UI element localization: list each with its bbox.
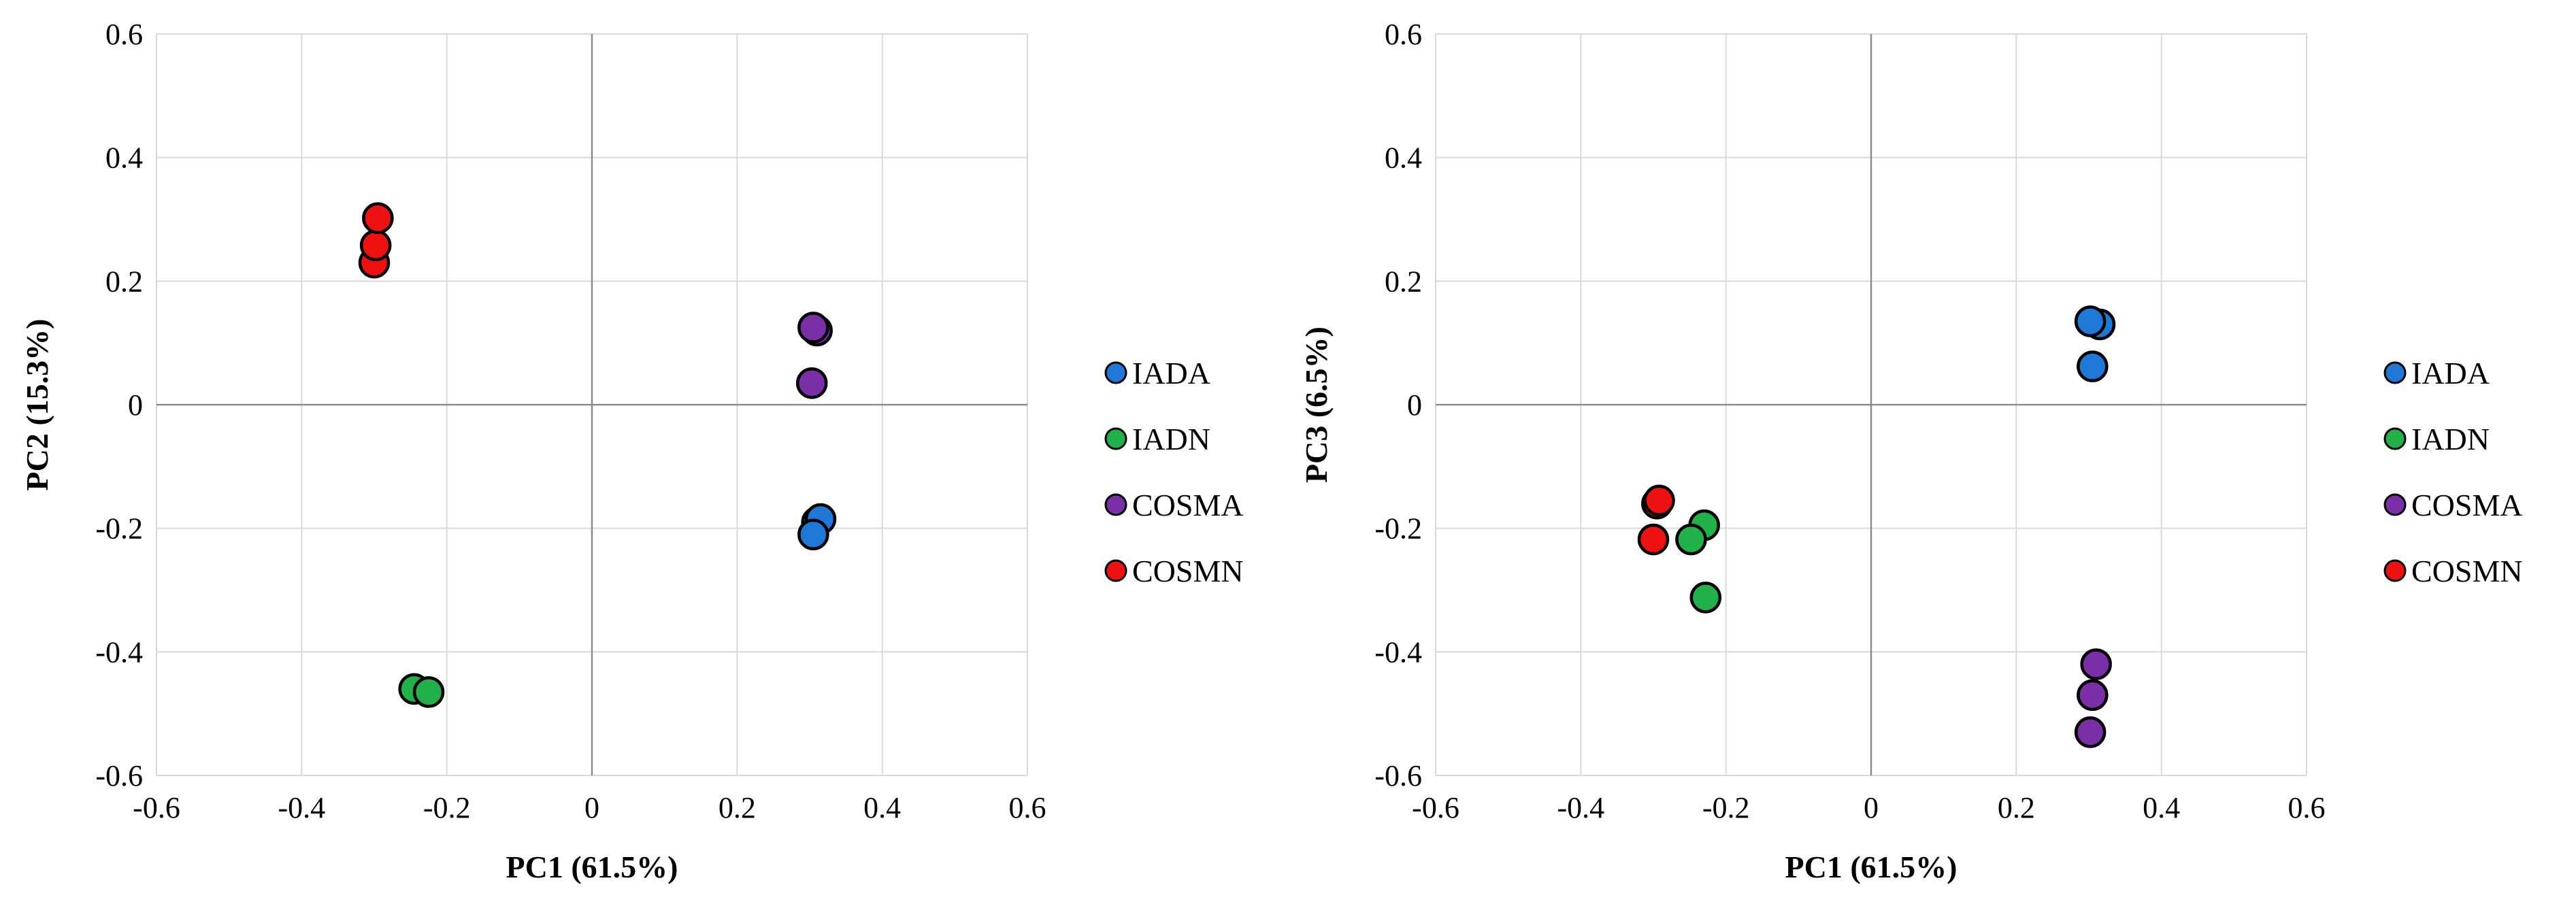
- x-tick-label: 0: [1864, 791, 1879, 824]
- y-tick-label: 0.2: [1385, 265, 1422, 298]
- legend-label-cosmn: COSMN: [2411, 554, 2523, 588]
- legend-label-iada: IADA: [1132, 356, 1210, 390]
- legend-label-iadn: IADN: [2411, 422, 2490, 456]
- y-tick-label: 0.6: [1385, 18, 1422, 51]
- data-point-cosma: [2080, 648, 2112, 680]
- y-axis-title: PC3 (6.5%): [1299, 327, 1334, 483]
- x-tick-label: 0.4: [863, 791, 901, 824]
- x-axis-title: PC1 (61.5%): [1785, 850, 1958, 884]
- legend-marker-iadn: [1104, 427, 1127, 450]
- x-tick-label: 0.2: [1998, 791, 2035, 824]
- legend-label-iada: IADA: [2411, 356, 2490, 390]
- y-tick-label: 0.4: [1385, 141, 1422, 175]
- data-point-cosma: [2074, 716, 2107, 748]
- legend-marker-iadn: [2383, 427, 2407, 450]
- pca-plot-pc1-pc2: -0.6 -0.4 -0.2 0 0.2 0.4 0.6 -0.6 -0.4 -0.2 0 0.2 0.…: [20, 18, 1244, 884]
- x-tick-label: -0.6: [133, 791, 180, 824]
- legend-marker-cosmn: [2383, 559, 2407, 582]
- data-point-iadn: [1689, 582, 1722, 614]
- x-tick-label: 0.6: [1009, 791, 1046, 824]
- legend-marker-cosma: [2383, 493, 2407, 516]
- legend-label-cosma: COSMA: [1132, 488, 1244, 522]
- y-tick-label: -0.2: [95, 512, 143, 546]
- data-point-iada: [2074, 305, 2107, 337]
- y-tick-label: -0.6: [1374, 759, 1422, 792]
- y-tick-label: -0.4: [1374, 635, 1422, 669]
- y-tick-label: 0.2: [105, 265, 143, 298]
- legend-marker-iada: [2383, 361, 2407, 384]
- x-tick-label: -0.4: [1557, 791, 1605, 824]
- legend-marker-iada: [1104, 361, 1127, 384]
- data-point-cosmn: [359, 229, 392, 261]
- x-tick-label: 0.6: [2288, 791, 2326, 824]
- legend-label-cosma: COSMA: [2411, 488, 2523, 522]
- data-point-iada: [2077, 350, 2109, 382]
- x-tick-label: -0.4: [278, 791, 326, 824]
- x-tick-label: 0: [584, 791, 599, 824]
- legend-marker-cosmn: [1104, 559, 1127, 582]
- y-axis-title: PC2 (15.3%): [20, 319, 54, 491]
- y-tick-label: 0: [1407, 388, 1422, 422]
- x-tick-label: -0.6: [1412, 791, 1459, 824]
- y-tick-label: -0.6: [95, 759, 143, 792]
- data-point-iadn: [412, 676, 445, 708]
- y-tick-label: -0.4: [95, 635, 143, 669]
- legend-label-cosmn: COSMN: [1132, 554, 1244, 588]
- y-tick-label: 0.6: [105, 18, 143, 51]
- y-tick-label: -0.2: [1374, 512, 1422, 546]
- data-point-iada: [797, 518, 829, 550]
- x-tick-label: -0.2: [1702, 791, 1750, 824]
- pca-plot-pc1-pc3: -0.6 -0.4 -0.2 0 0.2 0.4 0.6 -0.6 -0.4 -0.2 0 0.2 0.…: [1299, 18, 2523, 884]
- x-tick-label: -0.2: [423, 791, 471, 824]
- data-point-cosma: [797, 312, 829, 344]
- legend-marker-cosma: [1104, 493, 1127, 516]
- data-point-cosmn: [362, 202, 394, 234]
- legend-label-iadn: IADN: [1132, 422, 1210, 456]
- x-tick-label: 0.4: [2143, 791, 2180, 824]
- data-point-cosmn: [1643, 484, 1675, 517]
- x-tick-label: 0.2: [719, 791, 756, 824]
- data-point-cosmn: [1637, 523, 1670, 556]
- y-tick-label: 0: [128, 388, 143, 422]
- data-point-cosma: [795, 367, 828, 399]
- x-axis-title: PC1 (61.5%): [506, 850, 678, 884]
- y-tick-label: 0.4: [105, 141, 143, 175]
- data-point-cosma: [2077, 679, 2109, 712]
- data-point-iadn: [1675, 523, 1707, 556]
